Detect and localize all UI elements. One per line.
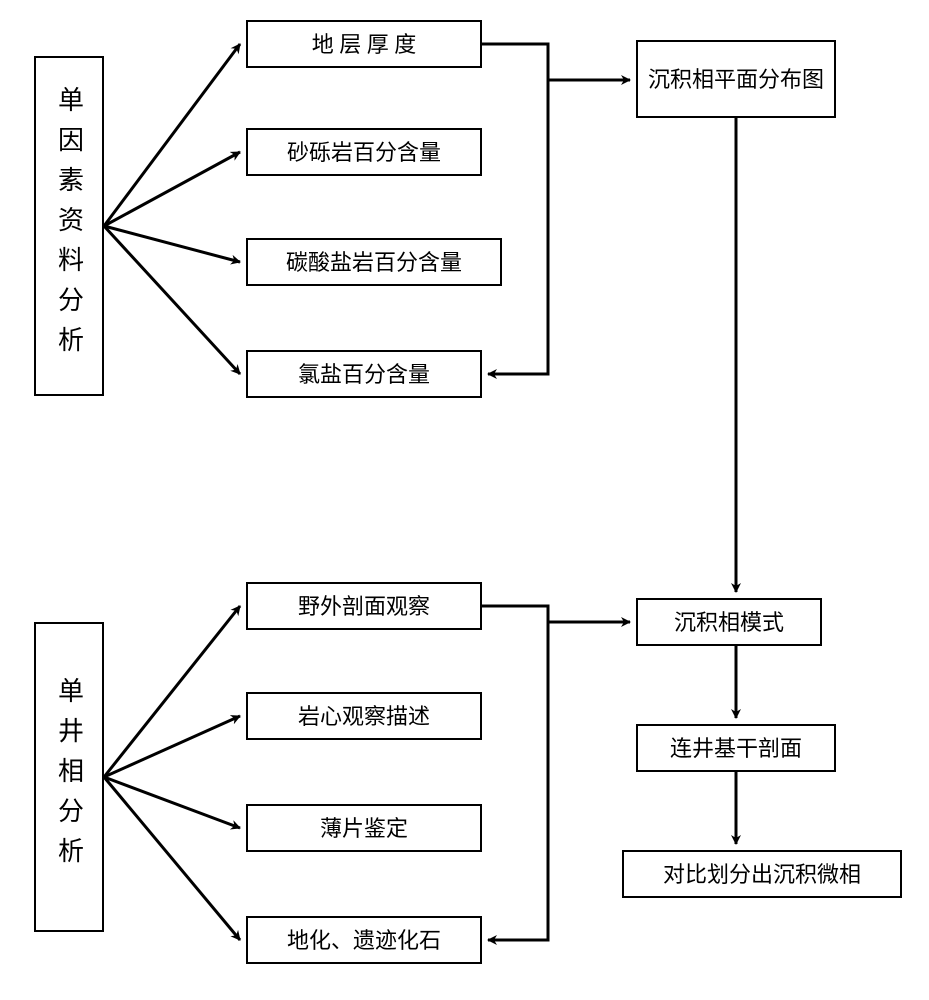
stratum-thickness-box: 地 层 厚 度	[246, 20, 482, 68]
single-factor-analysis-box: 单因素资料分析	[34, 56, 104, 396]
core-observation-label: 岩心观察描述	[298, 700, 430, 733]
chloride-percent-box: 氯盐百分含量	[246, 350, 482, 398]
field-section-label: 野外剖面观察	[298, 590, 430, 623]
thin-section-box: 薄片鉴定	[246, 804, 482, 852]
single-well-facies-label: 单井相分析	[51, 677, 88, 877]
chloride-percent-label: 氯盐百分含量	[298, 358, 430, 391]
single-well-facies-box: 单井相分析	[34, 622, 104, 932]
geochem-trace-fossil-box: 地化、遗迹化石	[246, 916, 482, 964]
single-factor-analysis-label: 单因素资料分析	[51, 86, 88, 366]
well-tie-section-box: 连井基干剖面	[636, 724, 836, 772]
geochem-trace-fossil-label: 地化、遗迹化石	[287, 924, 441, 957]
stratum-thickness-label: 地 层 厚 度	[312, 28, 417, 61]
facies-plan-map-label: 沉积相平面分布图	[648, 63, 824, 96]
core-observation-box: 岩心观察描述	[246, 692, 482, 740]
microfacies-result-label: 对比划分出沉积微相	[663, 858, 861, 891]
facies-model-label: 沉积相模式	[674, 606, 784, 639]
microfacies-result-box: 对比划分出沉积微相	[622, 850, 902, 898]
well-tie-section-label: 连井基干剖面	[670, 732, 802, 765]
sand-gravel-percent-box: 砂砾岩百分含量	[246, 128, 482, 176]
sand-gravel-percent-label: 砂砾岩百分含量	[287, 136, 441, 169]
carbonate-percent-box: 碳酸盐岩百分含量	[246, 238, 502, 286]
facies-plan-map-box: 沉积相平面分布图	[636, 40, 836, 118]
facies-model-box: 沉积相模式	[636, 598, 822, 646]
thin-section-label: 薄片鉴定	[320, 812, 408, 845]
field-section-box: 野外剖面观察	[246, 582, 482, 630]
carbonate-percent-label: 碳酸盐岩百分含量	[286, 246, 462, 279]
